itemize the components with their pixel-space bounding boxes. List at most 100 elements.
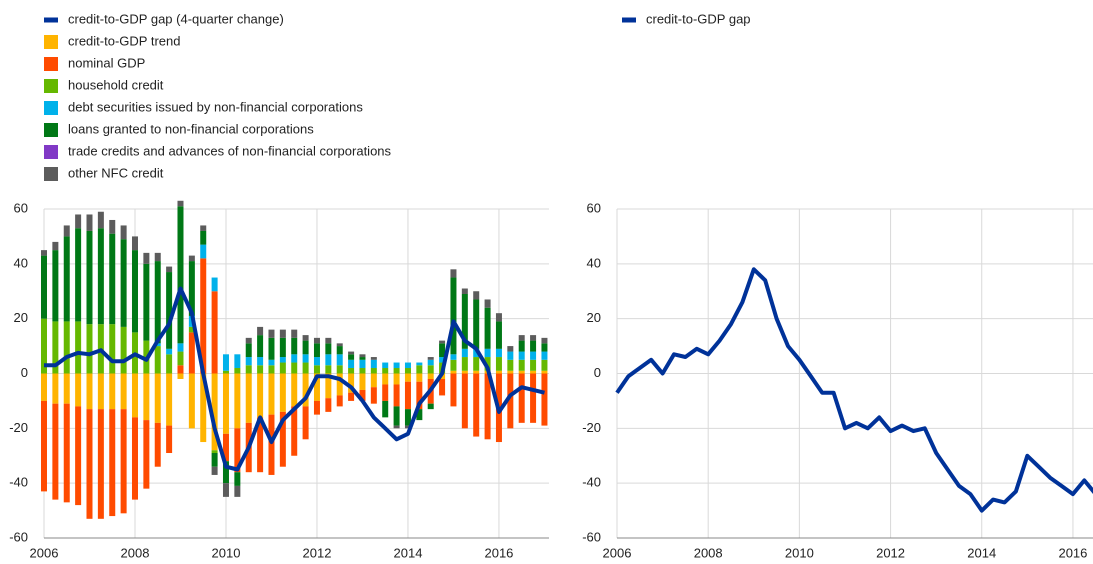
legend-label: household credit xyxy=(68,77,164,92)
bar-segment xyxy=(359,373,366,390)
x-tick-label: 2006 xyxy=(30,545,59,560)
bar-segment xyxy=(52,250,59,322)
bar-segment xyxy=(541,359,548,371)
bar-segment xyxy=(336,373,343,396)
bar-segment xyxy=(450,373,457,407)
bar-segment xyxy=(507,370,514,374)
bar-segment xyxy=(177,373,184,379)
bar-segment xyxy=(507,359,514,371)
bar-segment xyxy=(291,373,298,407)
bar-segment xyxy=(404,381,411,410)
legend-label: credit-to-GDP gap (4-quarter change) xyxy=(68,11,284,26)
bar-segment xyxy=(257,373,264,418)
bar-segment xyxy=(404,362,411,369)
bar-segment xyxy=(450,354,457,360)
legend-swatch xyxy=(44,17,58,23)
bar-segment xyxy=(325,354,332,366)
y-tick-label: -40 xyxy=(9,475,28,490)
bar-segment xyxy=(222,354,229,371)
bar-segment xyxy=(154,422,161,467)
bar-segment xyxy=(86,230,93,325)
bar-segment xyxy=(336,354,343,366)
y-tick-label: 0 xyxy=(594,365,601,380)
bar-segment xyxy=(200,230,207,245)
bar-segment xyxy=(302,406,309,440)
bar-segment xyxy=(495,313,502,322)
bar-segment xyxy=(268,329,275,338)
bar-segment xyxy=(382,368,389,374)
bar-segment xyxy=(348,373,355,393)
bar-segment xyxy=(177,206,184,344)
bar-segment xyxy=(279,362,286,374)
bar-segment xyxy=(143,263,150,341)
x-tick-label: 2014 xyxy=(967,545,996,560)
bar-segment xyxy=(177,343,184,352)
bar-segment xyxy=(154,343,161,347)
bar-segment xyxy=(313,357,320,366)
bar-segment xyxy=(473,370,480,374)
bar-segment xyxy=(473,348,480,358)
bar-segment xyxy=(41,255,47,319)
x-tick-label: 2006 xyxy=(603,545,632,560)
bar-segment xyxy=(336,395,343,407)
bar-segment xyxy=(63,373,70,404)
bar-segment xyxy=(234,472,241,486)
bar-segment xyxy=(131,236,138,251)
bar-segment xyxy=(439,378,446,396)
bar-segment xyxy=(348,359,355,369)
bar-segment xyxy=(120,373,127,410)
bar-segment xyxy=(484,373,491,440)
bar-segment xyxy=(495,357,502,371)
bar-segment xyxy=(404,409,411,426)
y-tick-label: -60 xyxy=(9,529,28,544)
bar-segment xyxy=(507,351,514,360)
bar-segment xyxy=(336,365,343,374)
y-tick-label: -20 xyxy=(582,420,601,435)
bar-segment xyxy=(177,200,184,207)
bar-segment xyxy=(370,359,377,369)
bar-segment xyxy=(52,241,59,251)
bar-segment xyxy=(166,266,173,273)
bar-segment xyxy=(188,326,195,333)
bar-segment xyxy=(41,318,47,374)
bar-segment xyxy=(427,403,434,410)
bar-segment xyxy=(313,400,320,415)
bar-segment xyxy=(257,335,264,358)
bar-segment xyxy=(257,417,264,473)
bar-segment xyxy=(234,428,241,473)
bar-segment xyxy=(370,357,377,360)
bar-segment xyxy=(211,277,218,292)
bar-segment xyxy=(313,373,320,401)
bar-segment xyxy=(211,450,218,454)
y-tick-label: 20 xyxy=(587,310,601,325)
bar-segment xyxy=(234,368,241,374)
bar-segment xyxy=(257,326,264,336)
bar-segment xyxy=(188,373,195,429)
bar-segment xyxy=(393,384,400,407)
legend-label: loans granted to non-financial corporati… xyxy=(68,121,314,136)
bar-segment xyxy=(404,368,411,374)
bar-segment xyxy=(473,357,480,371)
bar-segment xyxy=(313,365,320,374)
y-tick-label: -40 xyxy=(582,475,601,490)
bar-segment xyxy=(200,258,207,374)
bar-segment xyxy=(245,357,252,366)
bar-segment xyxy=(291,362,298,374)
bar-segment xyxy=(348,354,355,360)
bar-segment xyxy=(177,365,184,374)
bar-segment xyxy=(211,453,218,467)
bar-segment xyxy=(154,346,161,374)
bar-segment xyxy=(200,225,207,231)
bar-segment xyxy=(75,321,82,374)
bar-segment xyxy=(518,373,525,423)
bar-segment xyxy=(427,359,434,366)
bar-segment xyxy=(393,425,400,429)
bar-segment xyxy=(541,373,548,426)
y-tick-label: 40 xyxy=(587,255,601,270)
bar-segment xyxy=(416,373,423,382)
bar-segment xyxy=(211,466,218,475)
bar-segment xyxy=(473,299,480,349)
bar-segment xyxy=(63,321,70,374)
bar-segment xyxy=(245,373,252,423)
